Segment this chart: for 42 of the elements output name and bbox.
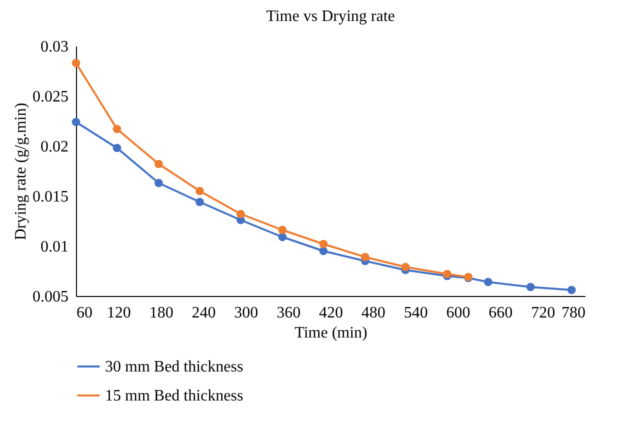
point (72, 58, 80, 68)
x-tick-label: 60 (76, 304, 92, 322)
y-tick-label: 0.03 (40, 38, 68, 56)
chart-title: Time vs Drying rate (266, 8, 395, 25)
x-tick-label: 180 (149, 304, 174, 322)
legend-label: 15 mm Bed thickness (105, 388, 244, 404)
legend-label: 30 mm Bed thickness (105, 358, 244, 376)
point (112, 144, 122, 152)
x-tick-label: 420 (319, 304, 343, 322)
point (567, 286, 576, 294)
point (154, 160, 163, 168)
point (196, 186, 204, 196)
y-tick-label: 0.02 (40, 138, 68, 156)
point (319, 240, 328, 248)
x-tick-label: 300 (234, 304, 258, 322)
y-tick-label: 0.005 (32, 288, 68, 306)
x-tick-label: 660 (488, 304, 513, 322)
x-tick-label: 780 (562, 304, 586, 322)
y-tick-label: 0.01 (40, 238, 68, 256)
point (196, 198, 204, 206)
x-tick-label: 360 (276, 304, 301, 322)
point (112, 124, 122, 134)
y-tick-label: 0.015 (32, 188, 68, 206)
point (484, 278, 492, 286)
point (401, 262, 410, 272)
point (154, 178, 163, 188)
point (278, 226, 287, 234)
x-tick-label: 120 (106, 304, 131, 322)
x-axis-title: Time (min) (294, 324, 368, 342)
point (360, 252, 370, 262)
x-tick-label: 240 (192, 304, 216, 322)
point (319, 246, 328, 256)
x-tick-label: 540 (404, 304, 428, 322)
y-axis-title: Drying rate (g/g.min) (12, 102, 30, 240)
y-tick-label: 0.025 (32, 88, 68, 106)
point (526, 282, 535, 292)
point (236, 210, 245, 218)
point (72, 118, 80, 126)
point (278, 232, 287, 242)
x-tick-label: 600 (446, 304, 470, 322)
x-tick-label: 480 (361, 304, 386, 322)
x-tick-label: 720 (531, 304, 556, 322)
